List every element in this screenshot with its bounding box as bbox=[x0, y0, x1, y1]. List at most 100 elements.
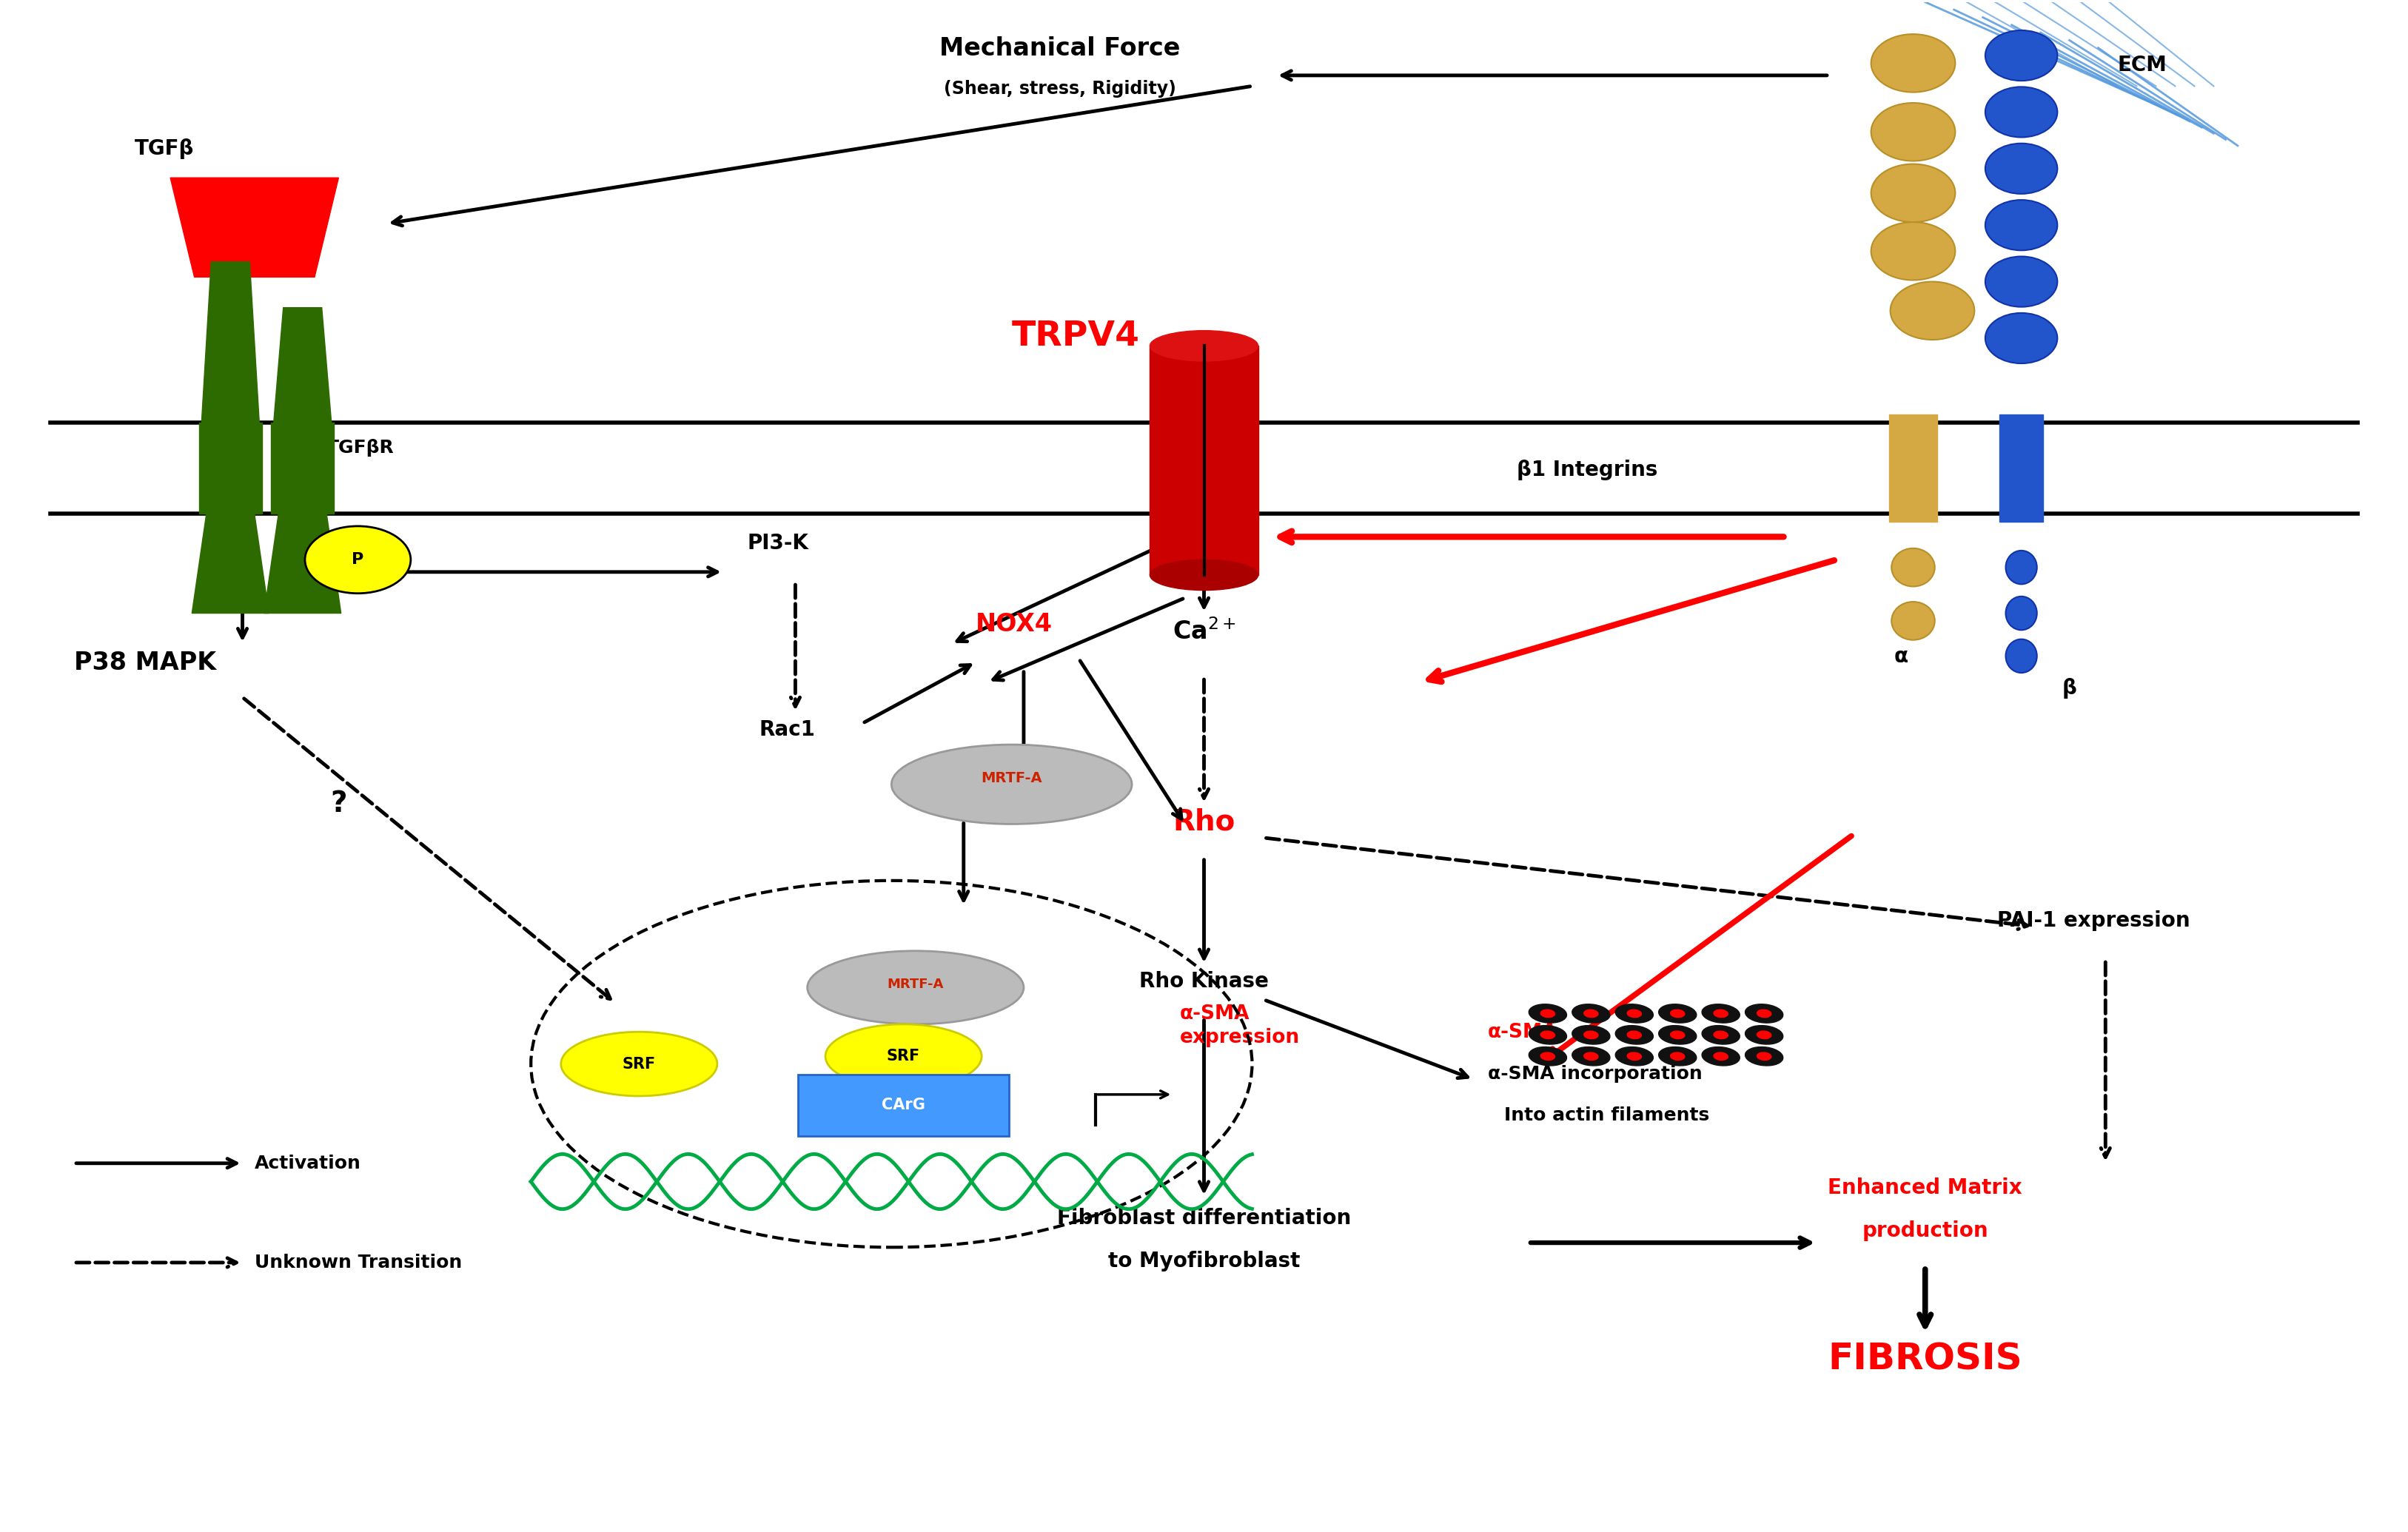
Text: ECM: ECM bbox=[2117, 55, 2167, 75]
Text: MRTF-A: MRTF-A bbox=[980, 771, 1043, 786]
Ellipse shape bbox=[1628, 1052, 1642, 1060]
Text: TGFβR: TGFβR bbox=[327, 438, 395, 457]
Text: β: β bbox=[2061, 677, 2076, 699]
FancyBboxPatch shape bbox=[797, 1074, 1009, 1135]
Ellipse shape bbox=[1984, 87, 2056, 138]
Ellipse shape bbox=[1616, 1025, 1654, 1045]
Ellipse shape bbox=[1702, 1046, 1741, 1066]
Polygon shape bbox=[200, 423, 262, 513]
Text: α-SMA
expression: α-SMA expression bbox=[1180, 1005, 1300, 1048]
Text: production: production bbox=[1861, 1221, 1989, 1241]
Polygon shape bbox=[171, 178, 340, 277]
Ellipse shape bbox=[1584, 1031, 1599, 1039]
Ellipse shape bbox=[1541, 1010, 1556, 1017]
Ellipse shape bbox=[1758, 1010, 1772, 1017]
Polygon shape bbox=[275, 308, 332, 423]
Ellipse shape bbox=[1984, 31, 2056, 81]
Text: Enhanced Matrix: Enhanced Matrix bbox=[1828, 1178, 2023, 1198]
Polygon shape bbox=[272, 423, 335, 513]
Ellipse shape bbox=[561, 1033, 718, 1095]
Ellipse shape bbox=[1659, 1003, 1698, 1023]
FancyBboxPatch shape bbox=[1890, 415, 1936, 521]
Ellipse shape bbox=[1746, 1003, 1782, 1023]
Ellipse shape bbox=[1659, 1025, 1698, 1045]
Text: Rac1: Rac1 bbox=[759, 719, 816, 740]
Text: ?: ? bbox=[330, 789, 347, 818]
Text: Rho Kinase: Rho Kinase bbox=[1139, 971, 1269, 993]
Text: PI3-K: PI3-K bbox=[746, 533, 809, 553]
Ellipse shape bbox=[1671, 1010, 1686, 1017]
Ellipse shape bbox=[1584, 1010, 1599, 1017]
Ellipse shape bbox=[1893, 548, 1934, 587]
Ellipse shape bbox=[1529, 1003, 1568, 1023]
Text: α-SMA incorporation: α-SMA incorporation bbox=[1488, 1065, 1702, 1083]
Text: Unknown Transition: Unknown Transition bbox=[255, 1253, 462, 1272]
Polygon shape bbox=[193, 513, 270, 613]
Ellipse shape bbox=[1616, 1003, 1654, 1023]
Ellipse shape bbox=[1529, 1025, 1568, 1045]
Ellipse shape bbox=[807, 951, 1023, 1025]
Text: NOX4: NOX4 bbox=[975, 613, 1052, 637]
Ellipse shape bbox=[1702, 1003, 1741, 1023]
Ellipse shape bbox=[1151, 331, 1257, 362]
Ellipse shape bbox=[2006, 550, 2037, 584]
Ellipse shape bbox=[1572, 1003, 1611, 1023]
Ellipse shape bbox=[1746, 1046, 1782, 1066]
Text: Activation: Activation bbox=[255, 1155, 361, 1172]
Text: FIBROSIS: FIBROSIS bbox=[1828, 1342, 2023, 1377]
Text: CArG: CArG bbox=[881, 1098, 925, 1112]
Ellipse shape bbox=[1984, 199, 2056, 250]
Ellipse shape bbox=[1572, 1046, 1611, 1066]
Ellipse shape bbox=[1893, 602, 1934, 640]
Circle shape bbox=[306, 525, 412, 593]
Ellipse shape bbox=[1572, 1025, 1611, 1045]
Ellipse shape bbox=[1871, 164, 1955, 222]
Text: Mechanical Force: Mechanical Force bbox=[939, 37, 1180, 61]
Ellipse shape bbox=[1616, 1046, 1654, 1066]
Ellipse shape bbox=[1714, 1031, 1729, 1039]
Ellipse shape bbox=[1671, 1031, 1686, 1039]
Ellipse shape bbox=[826, 1025, 982, 1088]
Ellipse shape bbox=[1714, 1052, 1729, 1060]
Ellipse shape bbox=[1628, 1031, 1642, 1039]
Ellipse shape bbox=[1151, 559, 1257, 590]
Text: TRPV4: TRPV4 bbox=[1011, 320, 1139, 354]
Ellipse shape bbox=[1871, 222, 1955, 280]
Ellipse shape bbox=[1746, 1025, 1782, 1045]
Text: (Shear, stress, Rigidity): (Shear, stress, Rigidity) bbox=[944, 80, 1175, 98]
Ellipse shape bbox=[1584, 1052, 1599, 1060]
Ellipse shape bbox=[1659, 1046, 1698, 1066]
Text: SRF: SRF bbox=[621, 1057, 655, 1071]
Ellipse shape bbox=[1541, 1031, 1556, 1039]
Polygon shape bbox=[202, 262, 260, 423]
Polygon shape bbox=[265, 513, 342, 613]
Text: PAI-1 expression: PAI-1 expression bbox=[1996, 910, 2191, 931]
Text: Into actin filaments: Into actin filaments bbox=[1505, 1106, 1710, 1124]
Text: Ca$^{2+}$: Ca$^{2+}$ bbox=[1173, 619, 1235, 645]
Ellipse shape bbox=[1984, 144, 2056, 195]
Ellipse shape bbox=[1890, 282, 1975, 340]
Text: MRTF-A: MRTF-A bbox=[886, 977, 944, 991]
FancyBboxPatch shape bbox=[1151, 346, 1257, 574]
Text: Fibroblast differentiation: Fibroblast differentiation bbox=[1057, 1209, 1351, 1229]
Ellipse shape bbox=[1671, 1052, 1686, 1060]
Ellipse shape bbox=[1871, 103, 1955, 161]
Text: β1 Integrins: β1 Integrins bbox=[1517, 460, 1657, 480]
Ellipse shape bbox=[1984, 256, 2056, 306]
Ellipse shape bbox=[2006, 639, 2037, 673]
Text: to Myofibroblast: to Myofibroblast bbox=[1108, 1250, 1300, 1272]
Text: Rho: Rho bbox=[1173, 807, 1235, 836]
Ellipse shape bbox=[891, 745, 1132, 824]
Ellipse shape bbox=[1541, 1052, 1556, 1060]
Ellipse shape bbox=[1714, 1010, 1729, 1017]
Ellipse shape bbox=[2006, 596, 2037, 630]
Text: P38 MAPK: P38 MAPK bbox=[75, 651, 217, 676]
Ellipse shape bbox=[1984, 313, 2056, 363]
Text: α-SMA: α-SMA bbox=[1488, 1023, 1558, 1042]
Text: α: α bbox=[1895, 647, 1907, 666]
Ellipse shape bbox=[1871, 34, 1955, 92]
Ellipse shape bbox=[1702, 1025, 1741, 1045]
FancyBboxPatch shape bbox=[1999, 415, 2042, 521]
Ellipse shape bbox=[1628, 1010, 1642, 1017]
Text: TGFβ: TGFβ bbox=[135, 138, 193, 159]
